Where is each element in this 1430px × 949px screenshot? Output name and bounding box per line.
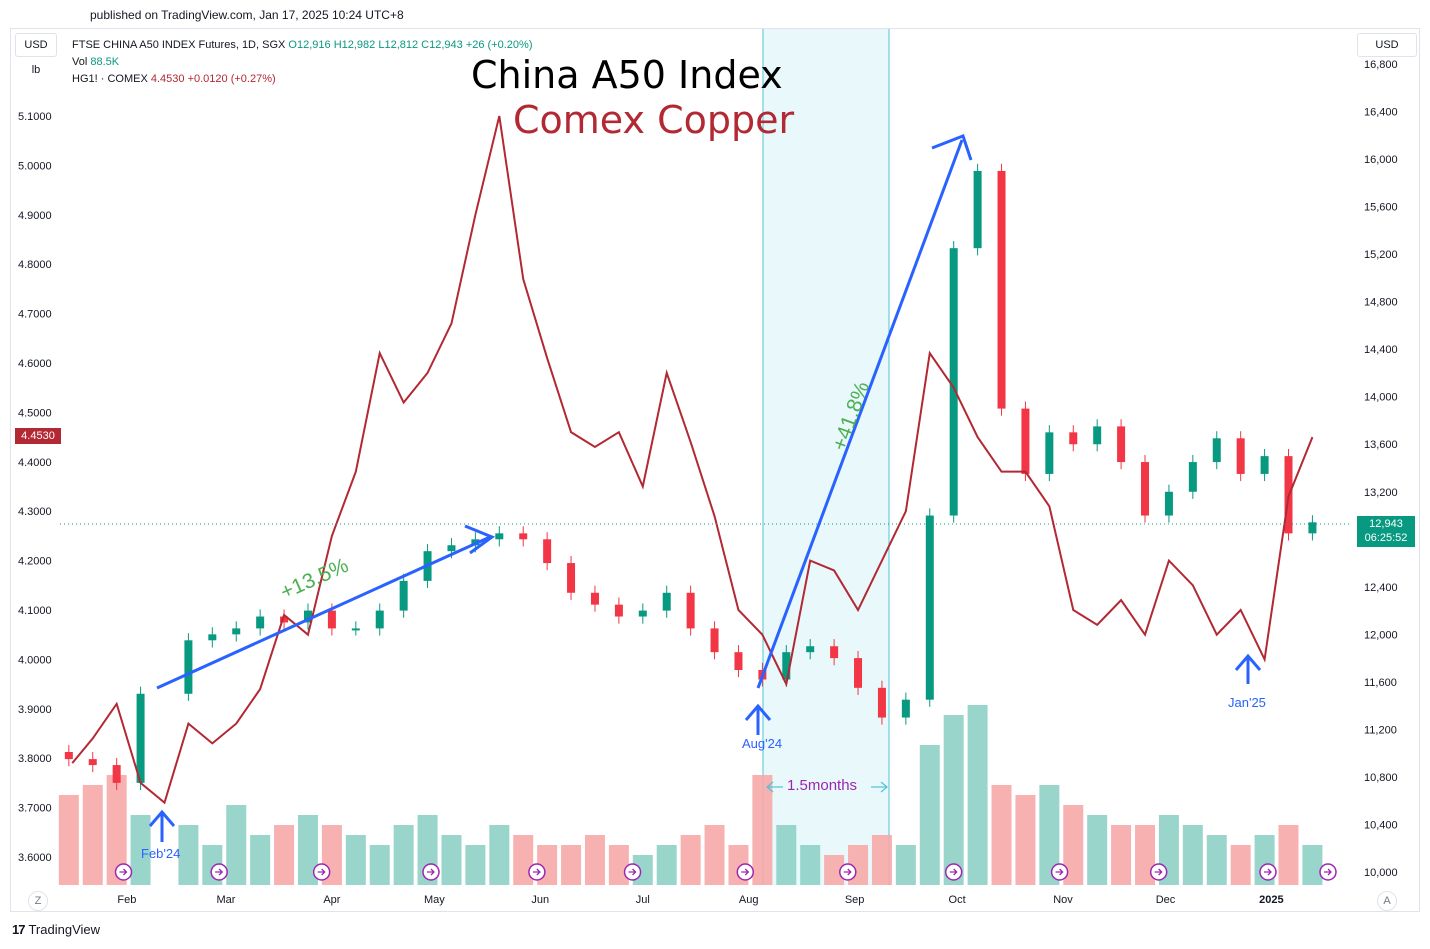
legend-change: +26 (+0.20%): [465, 39, 533, 51]
legend-vol-value: 88.5K: [90, 56, 120, 68]
published-note: published on TradingView.com, Jan 17, 20…: [90, 8, 404, 22]
a50-countdown: 06:25:52: [1364, 532, 1408, 544]
legend-second-value: 4.4530: [150, 73, 185, 85]
left-currency-label: USD: [24, 39, 48, 51]
right-currency-button[interactable]: USD: [1357, 33, 1417, 57]
auto-scale-right-button[interactable]: A: [1377, 891, 1397, 911]
legend-close: C12,943: [421, 39, 463, 51]
legend-low: L12,812: [378, 39, 419, 51]
low-label-jan: Jan'25: [1228, 695, 1266, 710]
tradingview-mark-icon: 17: [12, 922, 26, 937]
copper-last-value: 4.4530: [21, 430, 55, 442]
copper-last-badge: 4.4530: [15, 428, 61, 444]
left-unit-label: lb: [31, 64, 41, 76]
left-unit-button[interactable]: lb: [15, 58, 57, 82]
legend-high: H12,982: [333, 39, 376, 51]
legend: FTSE CHINA A50 INDEX Futures, 1D, SGX O1…: [72, 37, 532, 88]
legend-vol-label[interactable]: Vol: [72, 56, 88, 68]
legend-main-symbol[interactable]: FTSE CHINA A50 INDEX Futures, 1D, SGX: [72, 39, 286, 51]
auto-scale-left-button[interactable]: Z: [28, 891, 48, 911]
months-label: 1.5months: [787, 777, 858, 794]
chart-frame: [10, 28, 1420, 912]
auto-scale-left-label: Z: [34, 895, 42, 907]
a50-last-value: 12,943: [1369, 518, 1403, 530]
legend-open: O12,916: [288, 39, 331, 51]
chart-title: China A50 Index: [471, 53, 783, 97]
legend-row-vol: Vol 88.5K: [72, 54, 532, 71]
chart-subtitle: Comex Copper: [513, 98, 795, 142]
tradingview-brand: TradingView: [28, 922, 101, 937]
legend-second-change: +0.0120 (+0.27%): [187, 73, 276, 85]
legend-row-main: FTSE CHINA A50 INDEX Futures, 1D, SGX O1…: [72, 37, 532, 54]
low-label-aug: Aug'24: [742, 736, 783, 751]
low-label-feb: Feb'24: [141, 846, 181, 861]
auto-scale-right-label: A: [1383, 895, 1391, 907]
a50-last-badge: 12,943 06:25:52: [1357, 516, 1415, 547]
legend-second-symbol[interactable]: HG1! · COMEX: [72, 73, 148, 85]
left-currency-button[interactable]: USD: [15, 33, 57, 57]
tradingview-logo[interactable]: 17 TradingView: [12, 922, 100, 937]
right-currency-label: USD: [1375, 39, 1399, 51]
legend-row-second: HG1! · COMEX 4.4530 +0.0120 (+0.27%): [72, 71, 532, 88]
